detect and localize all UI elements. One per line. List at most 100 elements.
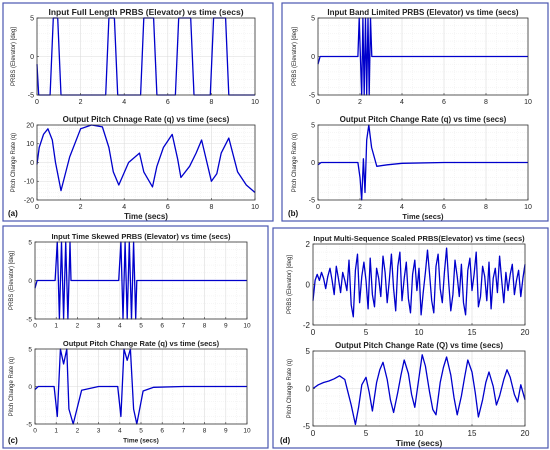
x-tick-label: 8	[484, 99, 488, 106]
y-tick-label: -2	[303, 321, 311, 330]
x-tick-label: 10	[415, 328, 424, 337]
x-tick-label: 10	[415, 429, 424, 438]
panel-frame	[2, 225, 269, 449]
x-tick-label: 15	[468, 328, 477, 337]
x-tick-label: 8	[203, 428, 207, 435]
y-axis-label: PRBS (Elevator) [deg]	[11, 27, 17, 86]
x-axis-label: Time (secs)	[402, 212, 444, 221]
series-line	[36, 124, 256, 193]
x-tick-label: 0	[316, 99, 320, 106]
x-tick-label: 20	[521, 328, 530, 337]
x-tick-label: 1	[54, 323, 58, 330]
x-tick-label: 7	[182, 323, 186, 330]
x-tick-label: 10	[243, 428, 251, 435]
x-tick-label: 4	[400, 99, 404, 106]
x-tick-label: 7	[182, 428, 186, 435]
y-tick-label: 5	[311, 15, 315, 22]
y-tick-label: -5	[26, 316, 32, 323]
x-tick-label: 0	[311, 328, 316, 337]
series-line	[34, 348, 247, 425]
x-axis-label: Time (secs)	[123, 438, 159, 445]
x-tick-label: 6	[442, 204, 446, 211]
x-tick-label: 2	[79, 99, 83, 106]
x-tick-label: 0	[316, 204, 320, 211]
x-tick-label: 5	[364, 429, 369, 438]
x-tick-label: 5	[139, 323, 143, 330]
plot-title: Input Band Limited PRBS (Elevator) vs ti…	[327, 8, 518, 17]
y-tick-label: 5	[311, 122, 315, 129]
y-axis-label: Pitch Change Rate (q)	[292, 133, 298, 192]
y-tick-label: -5	[28, 92, 34, 99]
y-tick-label: 10	[26, 141, 34, 148]
x-tick-label: 0	[311, 429, 316, 438]
series-line	[312, 247, 526, 318]
y-axis-label: Pitch Change Rate (q)	[287, 359, 293, 418]
y-tick-label: 5	[28, 346, 32, 353]
x-tick-label: 10	[251, 204, 259, 211]
y-tick-label: 0	[30, 160, 34, 167]
x-tick-label: 10	[243, 323, 251, 330]
x-tick-label: 10	[524, 99, 532, 106]
y-axis-label: PRBS (Elevator) [deg]	[287, 255, 293, 314]
y-tick-label: 5	[30, 15, 34, 22]
x-tick-label: 4	[122, 99, 126, 106]
y-tick-label: 0	[306, 280, 311, 289]
series-line	[34, 241, 247, 320]
series-line	[36, 17, 255, 96]
y-tick-label: -20	[24, 197, 34, 204]
x-tick-label: 15	[468, 429, 477, 438]
y-tick-label: 0	[311, 160, 315, 167]
panel-frame	[281, 2, 549, 222]
x-tick-label: 2	[79, 204, 83, 211]
series-line	[312, 354, 526, 426]
plot-title: Output Pitch Change Rate (q) vs time (se…	[340, 115, 507, 124]
panel-frame	[272, 227, 549, 449]
y-tick-label: 0	[311, 54, 315, 61]
panel-label: (b)	[288, 209, 299, 218]
x-axis-label: Time (secs)	[124, 212, 168, 221]
series-line	[317, 124, 528, 201]
x-tick-label: 0	[33, 323, 37, 330]
x-tick-label: 6	[166, 204, 170, 211]
x-tick-label: 4	[118, 428, 122, 435]
y-tick-label: -10	[24, 179, 34, 186]
x-tick-label: 1	[54, 428, 58, 435]
x-tick-label: 10	[251, 99, 259, 106]
subplot: 0 2 4 6 8 10 -20 -10 0 10 20 Output Pitch Chnage Ra…	[11, 115, 259, 221]
panel-label: (c)	[8, 436, 18, 445]
x-tick-label: 9	[224, 323, 228, 330]
x-tick-label: 6	[160, 323, 164, 330]
x-tick-label: 3	[97, 428, 101, 435]
x-tick-label: 4	[400, 204, 404, 211]
plot-title: Input Multi-Sequence Scaled PRBS(Elevato…	[313, 234, 525, 243]
x-tick-label: 6	[160, 428, 164, 435]
x-tick-label: 9	[224, 428, 228, 435]
x-tick-label: 5	[364, 328, 369, 337]
x-tick-label: 3	[97, 323, 101, 330]
x-tick-label: 6	[442, 99, 446, 106]
y-tick-label: 20	[26, 122, 34, 129]
x-axis-label: Time (secs)	[396, 438, 443, 448]
panel-frame	[2, 2, 274, 222]
x-tick-label: 0	[35, 204, 39, 211]
x-tick-label: 6	[166, 99, 170, 106]
y-tick-label: 0	[30, 54, 34, 61]
x-tick-label: 4	[118, 323, 122, 330]
x-tick-label: 0	[33, 428, 37, 435]
y-axis-label: Pitch Change Rate (q)	[11, 133, 17, 192]
x-tick-label: 8	[484, 204, 488, 211]
y-tick-label: -5	[309, 92, 315, 99]
x-tick-label: 10	[524, 204, 532, 211]
y-tick-label: -5	[26, 421, 32, 428]
y-tick-label: 0	[28, 384, 32, 391]
x-tick-label: 2	[358, 204, 362, 211]
x-tick-label: 5	[139, 428, 143, 435]
y-tick-label: 0	[306, 384, 311, 393]
y-tick-label: 5	[306, 347, 311, 356]
